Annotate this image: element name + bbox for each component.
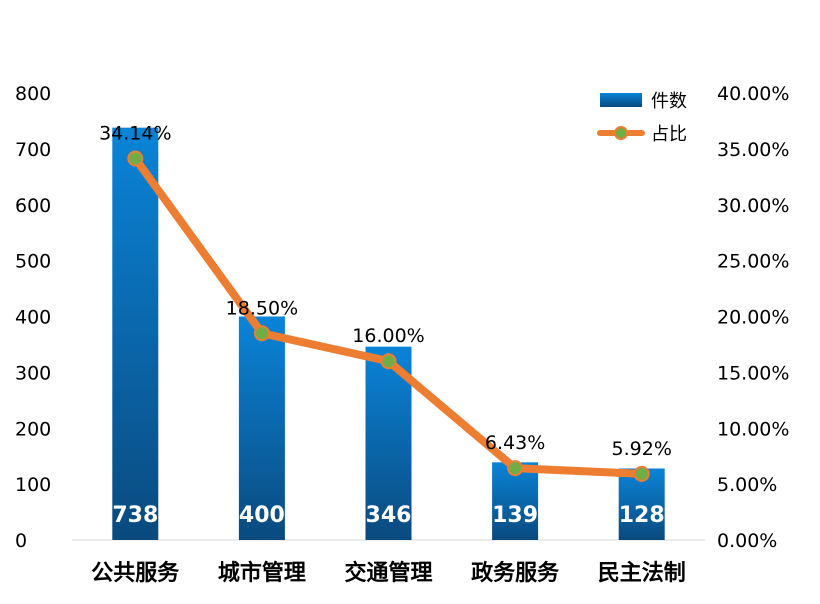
- x-axis-category-label: 民主法制: [598, 561, 686, 586]
- line-point-1: [127, 150, 144, 167]
- y2-axis-tick-label: 15.00%: [717, 362, 789, 384]
- x-axis-category-label: 公共服务: [91, 561, 180, 586]
- bar-1: [112, 127, 159, 540]
- line-point-4: [507, 460, 524, 477]
- legend-bar-label: 件数: [651, 91, 687, 112]
- y-axis-tick-label: 700: [15, 139, 51, 161]
- y2-axis-tick-label: 25.00%: [717, 251, 789, 273]
- line-point-label: 34.14%: [99, 122, 171, 144]
- y2-axis-tick-label: 35.00%: [717, 139, 789, 161]
- y2-axis-tick-label: 20.00%: [717, 307, 789, 329]
- bar-value-label: 346: [366, 503, 412, 528]
- y-axis-tick-label: 600: [15, 195, 51, 217]
- x-axis-category-label: 城市管理: [218, 560, 306, 586]
- y-axis-tick-label: 100: [15, 474, 51, 496]
- bar-value-label: 738: [112, 503, 158, 528]
- legend-line-label: 占比: [651, 124, 687, 145]
- line-point-3: [380, 353, 397, 370]
- line-point-label: 18.50%: [226, 297, 298, 319]
- y-axis-tick-label: 800: [15, 83, 51, 105]
- line-point-label: 5.92%: [612, 438, 672, 460]
- y-axis-tick-label: 400: [15, 307, 51, 329]
- y-axis-tick-label: 300: [15, 362, 51, 384]
- y2-axis-tick-label: 10.00%: [717, 418, 789, 440]
- y-axis-tick-label: 200: [15, 418, 51, 440]
- y2-axis-tick-label: 40.00%: [717, 83, 789, 105]
- bar-value-label: 128: [619, 503, 665, 528]
- y2-axis-tick-label: 5.00%: [717, 474, 777, 496]
- y-axis-tick-label: 0: [15, 530, 27, 552]
- x-axis-category-label: 交通管理: [344, 560, 432, 586]
- y2-axis-tick-label: 0.00%: [717, 530, 777, 552]
- line-point-label: 16.00%: [352, 325, 424, 347]
- y-axis-tick-label: 500: [15, 251, 51, 273]
- x-axis-category-label: 政务服务: [471, 560, 560, 586]
- legend-line-marker: [614, 126, 628, 140]
- line-point-2: [253, 325, 270, 342]
- bar-value-label: 139: [492, 503, 538, 528]
- line-point-label: 6.43%: [485, 432, 545, 454]
- y2-axis-tick-label: 30.00%: [717, 195, 789, 217]
- bar-value-label: 400: [239, 503, 285, 528]
- legend-bar-swatch: [600, 93, 642, 107]
- line-point-5: [633, 465, 650, 482]
- bar-2: [238, 316, 285, 540]
